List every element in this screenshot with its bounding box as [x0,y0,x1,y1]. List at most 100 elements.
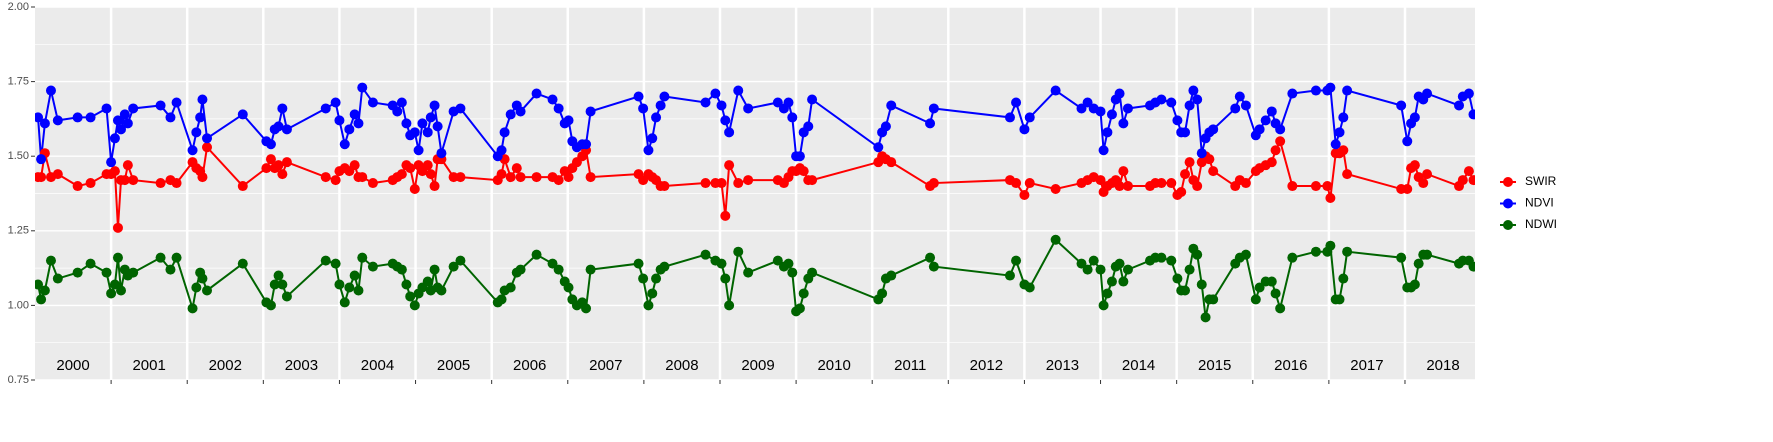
point [1275,136,1286,147]
point [700,97,711,108]
point [187,145,198,156]
point [651,273,662,284]
point [448,172,459,183]
point [1106,276,1117,287]
point [1330,139,1341,150]
point [425,169,436,180]
point [1156,94,1167,105]
point [496,145,507,156]
point [353,118,364,129]
point [237,109,248,120]
point [261,163,272,174]
point [119,109,130,120]
point [1409,112,1420,123]
point [643,145,654,156]
point [320,103,331,114]
point [807,267,818,278]
point [396,169,407,180]
point [886,100,897,111]
point [700,249,711,260]
point [716,178,727,189]
point [52,169,63,180]
point [417,118,428,129]
point [1322,181,1333,192]
point [277,279,288,290]
point [1050,85,1061,96]
point [1422,88,1433,99]
point [499,127,510,138]
point [1463,88,1474,99]
point [1192,249,1203,260]
point [1184,100,1195,111]
point [720,115,731,126]
point [1192,94,1203,105]
point [783,258,794,269]
point [1200,312,1211,323]
point [197,94,208,105]
point [515,264,526,275]
point [531,88,542,99]
point [396,97,407,108]
point [803,121,814,132]
point [1176,187,1187,198]
point [1106,109,1117,120]
point [116,285,127,296]
point [1260,115,1271,126]
point [1102,127,1113,138]
point [877,288,888,299]
point [320,255,331,266]
y-tick-label: 0.75 [8,374,29,386]
legend-key [1503,198,1513,209]
point [35,279,44,290]
point [1204,154,1215,165]
point [171,97,182,108]
point [724,127,735,138]
point [585,172,596,183]
point [1325,240,1336,251]
point [1409,279,1420,290]
legend-key [1503,177,1513,187]
point [515,172,526,183]
point [1192,181,1203,192]
legend-key [1503,220,1513,230]
point [563,282,574,293]
axes: 0.75 1.00 1.25 1.50 1.75 2.00 2000 2001 2002 2003… [8,1,1460,386]
point [505,172,516,183]
point [515,106,526,117]
point [101,267,112,278]
point [925,252,936,263]
year-label: 2003 [285,357,318,374]
point [1122,181,1133,192]
point [1196,279,1207,290]
year-label: 2004 [361,357,394,374]
point [1266,106,1277,117]
point [349,109,360,120]
point [807,94,818,105]
point [422,276,433,287]
point [413,145,424,156]
point [455,103,466,114]
point [807,175,818,186]
point [45,255,56,266]
point [353,285,364,296]
point [1118,276,1129,287]
point [511,163,522,174]
point [563,115,574,126]
point [1122,103,1133,114]
point [165,264,176,275]
grid [35,6,1475,381]
point [1234,91,1245,102]
point [1310,246,1321,257]
point [1457,175,1468,186]
y-tick-label: 1.25 [8,225,29,237]
point [357,252,368,263]
point [638,103,649,114]
point [1019,124,1030,135]
point [52,273,63,284]
point [1338,112,1349,123]
point [202,142,213,153]
year-label: 2006 [513,357,546,374]
point [339,297,350,308]
point [1208,124,1219,135]
point [191,282,202,293]
